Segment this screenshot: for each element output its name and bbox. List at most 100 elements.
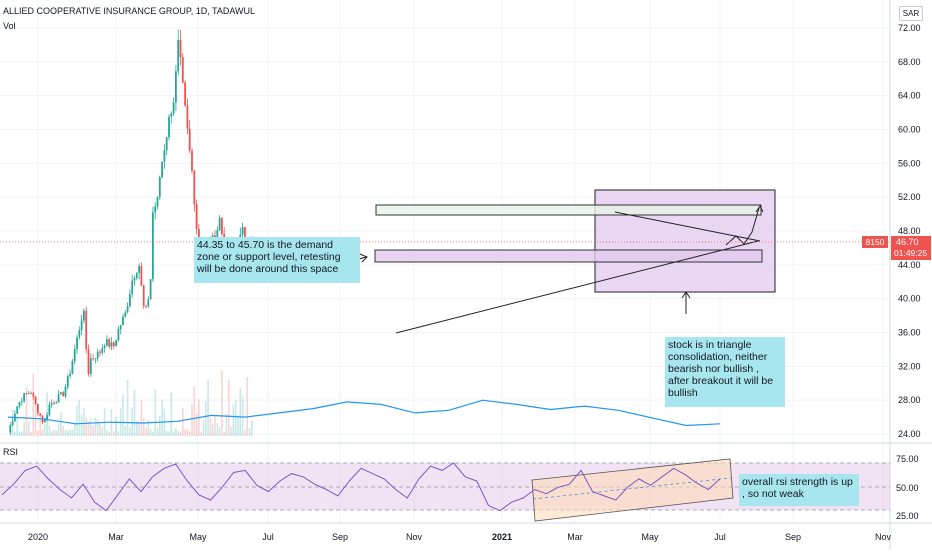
volume-bar [159,416,161,436]
volume-bar [55,430,58,436]
volume-bar [39,418,41,436]
left-arrow-head [359,253,368,263]
candle-body [147,299,150,307]
candle-body [83,310,85,321]
rsi-tick-label: 50.00 [896,483,919,493]
time-axis[interactable]: 2020 Mar May Jul Sep Nov 2021 Mar May Jul Sep Nov [28,532,892,542]
candle-body [129,294,131,307]
candle-body [101,348,104,353]
volume-bar [214,415,216,436]
rsi-note[interactable]: overall rsi strength is up , so not weak [739,474,859,506]
volume-bar [108,431,110,436]
time-tick-label: Nov [406,532,423,542]
time-tick-label: Mar [108,532,124,542]
volume-bar [202,420,205,436]
price-tick-label: 56.00 [898,158,921,168]
rsi-label[interactable]: RSI [3,447,19,457]
candle-body [53,403,55,405]
time-tick-label: 2021 [492,532,512,542]
candle-body [103,345,106,349]
candle-body [165,137,168,151]
volume-bar [94,417,97,436]
price-tick-label: 60.00 [898,125,921,135]
time-tick-label: Mar [567,532,583,542]
volume-bar [85,418,87,436]
candle-body [66,376,69,388]
candle-body [57,394,60,403]
volume-bar [193,385,196,436]
triangle-note[interactable]: stock is in triangle consolidation, neit… [665,337,785,407]
candle-body [48,404,51,416]
volume-bar [200,431,202,436]
candle-body [37,404,39,414]
volume-bar [145,427,147,436]
candle-body [60,392,62,395]
volume-bar [188,430,191,436]
candle-body [122,316,124,326]
time-tick-label: Sep [332,532,348,542]
volume-bar [207,379,209,436]
volume-bar [57,423,60,436]
candle-body [9,425,12,433]
candle-body [191,150,193,171]
volume-bar [140,400,143,436]
volume-bar [126,379,129,436]
demand-zone-note[interactable]: 44.35 to 45.70 is the demand zone or sup… [194,237,360,283]
candle-body [11,421,14,426]
volume-bar [165,431,168,436]
volume-bar [21,431,23,436]
volume-bar [96,419,99,436]
time-tick-label: Jul [714,532,726,542]
volume-bar [25,386,28,436]
candle-body [152,212,154,280]
candle-body [175,71,177,103]
candle-body [140,266,143,286]
volume-bar [161,399,163,436]
candle-body [149,279,152,300]
volume-bar [87,420,90,436]
candle-body [64,387,67,397]
volume-bar [78,399,81,436]
volume-bar [221,370,223,436]
currency-badge[interactable]: SAR [899,6,923,21]
candle-body [163,150,166,162]
projection-path [725,207,760,246]
candle-body [18,402,21,407]
candle-body [112,342,115,346]
volume-bar [228,379,230,436]
time-tick-label: 2020 [28,532,48,542]
volume-bar [209,417,212,436]
candle-body [73,349,76,362]
price-tick-label: 48.00 [898,226,921,236]
volume-moving-average [7,399,721,427]
candle-body [27,393,30,394]
symbol-code-tag: 8150 [862,236,888,248]
candle-body [30,393,32,394]
volume-bar [133,390,136,436]
volume-label[interactable]: Vol [3,21,16,31]
price-axis[interactable]: 72.00 68.00 64.00 60.00 56.00 52.00 48.00 44.00… [898,23,921,439]
candle-body [154,206,157,213]
candle-body [96,351,99,359]
candle-body [20,401,23,403]
volume-bar [142,417,145,436]
volume-bar [32,372,35,436]
volume-bar [156,427,159,436]
symbol-title[interactable]: ALLIED COOPERATIVE INSURANCE GROUP, 1D, … [3,6,256,16]
price-tick-label: 68.00 [898,57,921,67]
price-tick-label: 72.00 [898,23,921,33]
rsi-tick-label: 25.00 [896,511,919,521]
candle-body [94,358,97,360]
volume-bar [152,431,154,436]
volume-bar [237,415,239,436]
candle-body [108,339,111,347]
volume-bar [122,394,124,436]
volume-bar [99,422,101,436]
volume-bar [241,396,244,436]
volume-bar [44,424,46,436]
rsi-axis[interactable]: 75.00 50.00 25.00 [896,454,919,521]
candle-body [43,419,46,423]
volume-bar [62,426,64,436]
